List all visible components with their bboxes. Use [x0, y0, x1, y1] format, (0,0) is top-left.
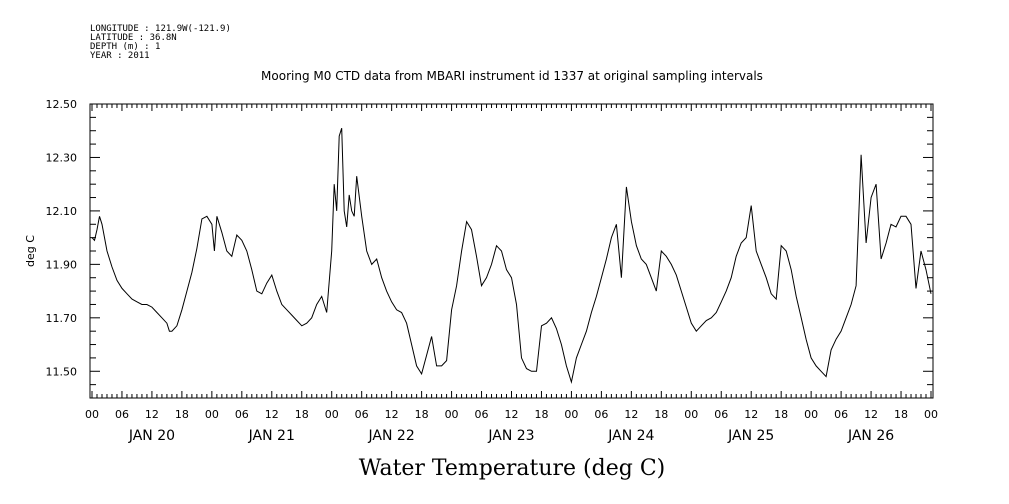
- day-label: JAN 25: [727, 428, 774, 444]
- x-tick-label: 00: [325, 408, 339, 421]
- day-label: JAN 22: [368, 428, 415, 444]
- x-tick-label: 00: [684, 408, 698, 421]
- y-tick-label: 12.30: [46, 151, 78, 164]
- series-line: [91, 127, 932, 384]
- day-labels: JAN 20 JAN 21 JAN 22 JAN 23 JAN 24 JAN 25 JAN …: [128, 428, 894, 444]
- x-tick-label: 18: [175, 408, 189, 421]
- x-tick-label: 06: [355, 408, 369, 421]
- x-tick-label: 06: [115, 408, 129, 421]
- x-tick-label: 18: [295, 408, 309, 421]
- y-tick-label: 11.90: [46, 258, 78, 271]
- x-tick-label: 18: [894, 408, 908, 421]
- x-tick-label: 00: [924, 408, 938, 421]
- axis-ticks: [90, 103, 933, 399]
- day-label: JAN 21: [248, 428, 295, 444]
- x-tick-label: 18: [654, 408, 668, 421]
- x-tick-label: 12: [744, 408, 758, 421]
- day-label: JAN 24: [607, 428, 654, 444]
- x-tick-label: 00: [804, 408, 818, 421]
- year-label: YEAR : 2011: [90, 51, 150, 61]
- x-axis-label: Water Temperature (deg C): [359, 456, 666, 481]
- x-tick-label: 06: [834, 408, 848, 421]
- x-tick-label: 06: [714, 408, 728, 421]
- y-tick-label: 12.50: [46, 98, 78, 111]
- longitude-label: LONGITUDE : 121.9W(-121.9): [90, 24, 231, 34]
- day-label: JAN 26: [847, 428, 894, 444]
- x-tick-label: 06: [475, 408, 489, 421]
- x-tick-label: 18: [415, 408, 429, 421]
- x-tick-labels: 00 06 12 18 00 06 12 18 00 06 12 18 00 06 12 18 00 06 12 18…: [85, 408, 938, 421]
- x-tick-label: 18: [534, 408, 548, 421]
- y-tick-label: 12.10: [46, 205, 78, 218]
- y-axis-label: deg C: [24, 235, 37, 267]
- x-tick-label: 12: [145, 408, 159, 421]
- x-tick-label: 12: [624, 408, 638, 421]
- plot-frame: [89, 103, 934, 399]
- depth-label: DEPTH (m) : 1: [90, 42, 160, 52]
- x-tick-label: 06: [235, 408, 249, 421]
- day-label: JAN 23: [487, 428, 534, 444]
- metadata-block: LONGITUDE : 121.9W(-121.9) LATITUDE : 36…: [90, 24, 231, 61]
- y-tick-label: 11.70: [46, 312, 78, 325]
- x-tick-label: 00: [564, 408, 578, 421]
- x-tick-label: 12: [265, 408, 279, 421]
- x-tick-label: 06: [594, 408, 608, 421]
- x-tick-label: 12: [864, 408, 878, 421]
- chart-title: Mooring M0 CTD data from MBARI instrumen…: [261, 69, 763, 83]
- y-tick-labels: 11.50 11.70 11.90 12.10 12.30 12.50: [46, 98, 78, 378]
- x-tick-label: 00: [205, 408, 219, 421]
- x-tick-label: 12: [385, 408, 399, 421]
- latitude-label: LATITUDE : 36.8N: [90, 33, 177, 43]
- x-tick-label: 00: [85, 408, 99, 421]
- y-tick-label: 11.50: [46, 365, 78, 378]
- x-tick-label: 00: [445, 408, 459, 421]
- x-tick-label: 18: [774, 408, 788, 421]
- x-tick-label: 12: [505, 408, 519, 421]
- day-label: JAN 20: [128, 428, 175, 444]
